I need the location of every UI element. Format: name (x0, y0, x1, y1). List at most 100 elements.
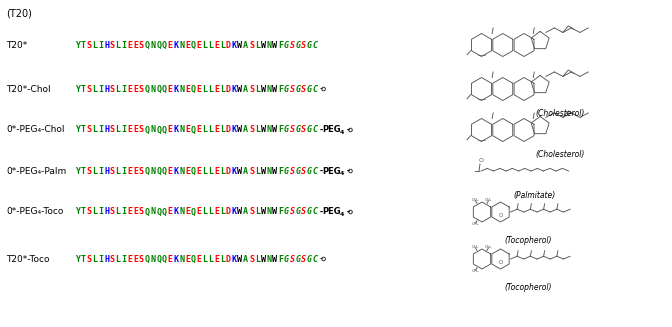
Text: S: S (139, 254, 144, 264)
Text: L: L (116, 254, 120, 264)
Text: L: L (255, 126, 260, 134)
Text: (Tocopherol): (Tocopherol) (504, 283, 552, 292)
Text: E: E (185, 41, 190, 49)
Text: G: G (307, 254, 312, 264)
Text: L: L (116, 84, 120, 94)
Text: Q: Q (156, 84, 161, 94)
Text: S: S (290, 84, 294, 94)
Text: Y: Y (75, 126, 80, 134)
Text: N: N (266, 41, 271, 49)
Text: W: W (261, 126, 265, 134)
Text: N: N (179, 254, 184, 264)
Text: D: D (226, 41, 230, 49)
Text: E: E (127, 166, 132, 176)
Text: S: S (249, 41, 254, 49)
Text: L: L (255, 84, 260, 94)
Text: E: E (214, 254, 219, 264)
Text: I: I (122, 166, 126, 176)
Text: G: G (284, 126, 289, 134)
Text: E: E (214, 84, 219, 94)
Text: N: N (151, 166, 155, 176)
Text: K: K (232, 254, 237, 264)
Text: W: W (261, 41, 265, 49)
Text: D: D (226, 84, 230, 94)
Text: S: S (139, 41, 144, 49)
Text: E: E (127, 41, 132, 49)
Text: L: L (202, 41, 208, 49)
Text: Q: Q (144, 126, 150, 134)
Text: N: N (179, 41, 184, 49)
Text: Q: Q (162, 41, 167, 49)
Text: Q: Q (191, 84, 196, 94)
Text: G: G (284, 166, 289, 176)
Text: Q: Q (144, 208, 150, 216)
Text: E: E (168, 208, 173, 216)
Text: S: S (110, 254, 115, 264)
Text: I: I (122, 84, 126, 94)
Text: K: K (232, 84, 237, 94)
Text: Q: Q (156, 166, 161, 176)
Text: S: S (301, 208, 306, 216)
Text: O: O (499, 213, 503, 218)
Text: E: E (127, 254, 132, 264)
Text: W: W (272, 84, 277, 94)
Text: L: L (202, 126, 208, 134)
Text: N: N (179, 166, 184, 176)
Text: W: W (261, 84, 265, 94)
Text: Q: Q (191, 254, 196, 264)
Text: K: K (232, 41, 237, 49)
Text: Q: Q (144, 84, 150, 94)
Text: E: E (214, 166, 219, 176)
Text: G: G (284, 208, 289, 216)
Text: S: S (249, 166, 254, 176)
Text: -: - (346, 126, 351, 134)
Text: F: F (278, 208, 283, 216)
Text: N: N (266, 166, 271, 176)
Text: I: I (122, 126, 126, 134)
Text: CH₃: CH₃ (485, 198, 493, 202)
Text: L: L (255, 208, 260, 216)
Text: W: W (272, 208, 277, 216)
Text: A: A (243, 41, 248, 49)
Text: Q: Q (191, 126, 196, 134)
Text: Q: Q (144, 254, 150, 264)
Text: Y: Y (75, 41, 80, 49)
Text: L: L (202, 208, 208, 216)
Text: F: F (278, 126, 283, 134)
Text: -: - (319, 208, 324, 216)
Text: K: K (173, 84, 179, 94)
Text: E: E (197, 41, 202, 49)
Text: E: E (197, 126, 202, 134)
Text: S: S (290, 208, 294, 216)
Text: W: W (272, 254, 277, 264)
Text: I: I (122, 254, 126, 264)
Text: N: N (266, 84, 271, 94)
Text: C: C (312, 126, 318, 134)
Text: E: E (168, 254, 173, 264)
Text: N: N (151, 84, 155, 94)
Text: T20*-Toco: T20*-Toco (6, 254, 50, 264)
Text: E: E (185, 84, 190, 94)
Text: E: E (214, 208, 219, 216)
Text: W: W (272, 166, 277, 176)
Text: L: L (220, 84, 225, 94)
Text: T20*-Chol: T20*-Chol (6, 84, 50, 94)
Text: L: L (255, 41, 260, 49)
Text: L: L (208, 166, 214, 176)
Text: S: S (301, 166, 306, 176)
Text: F: F (278, 84, 283, 94)
Text: H: H (104, 166, 109, 176)
Text: -: - (319, 254, 324, 264)
Text: S: S (110, 126, 115, 134)
Text: S: S (87, 208, 91, 216)
Text: E: E (133, 84, 138, 94)
Text: L: L (202, 166, 208, 176)
Text: S: S (139, 208, 144, 216)
Text: E: E (127, 126, 132, 134)
Text: E: E (133, 41, 138, 49)
Text: E: E (127, 84, 132, 94)
Text: (Cholesterol): (Cholesterol) (536, 109, 585, 118)
Text: S: S (110, 84, 115, 94)
Text: L: L (93, 41, 97, 49)
Text: I: I (98, 126, 103, 134)
